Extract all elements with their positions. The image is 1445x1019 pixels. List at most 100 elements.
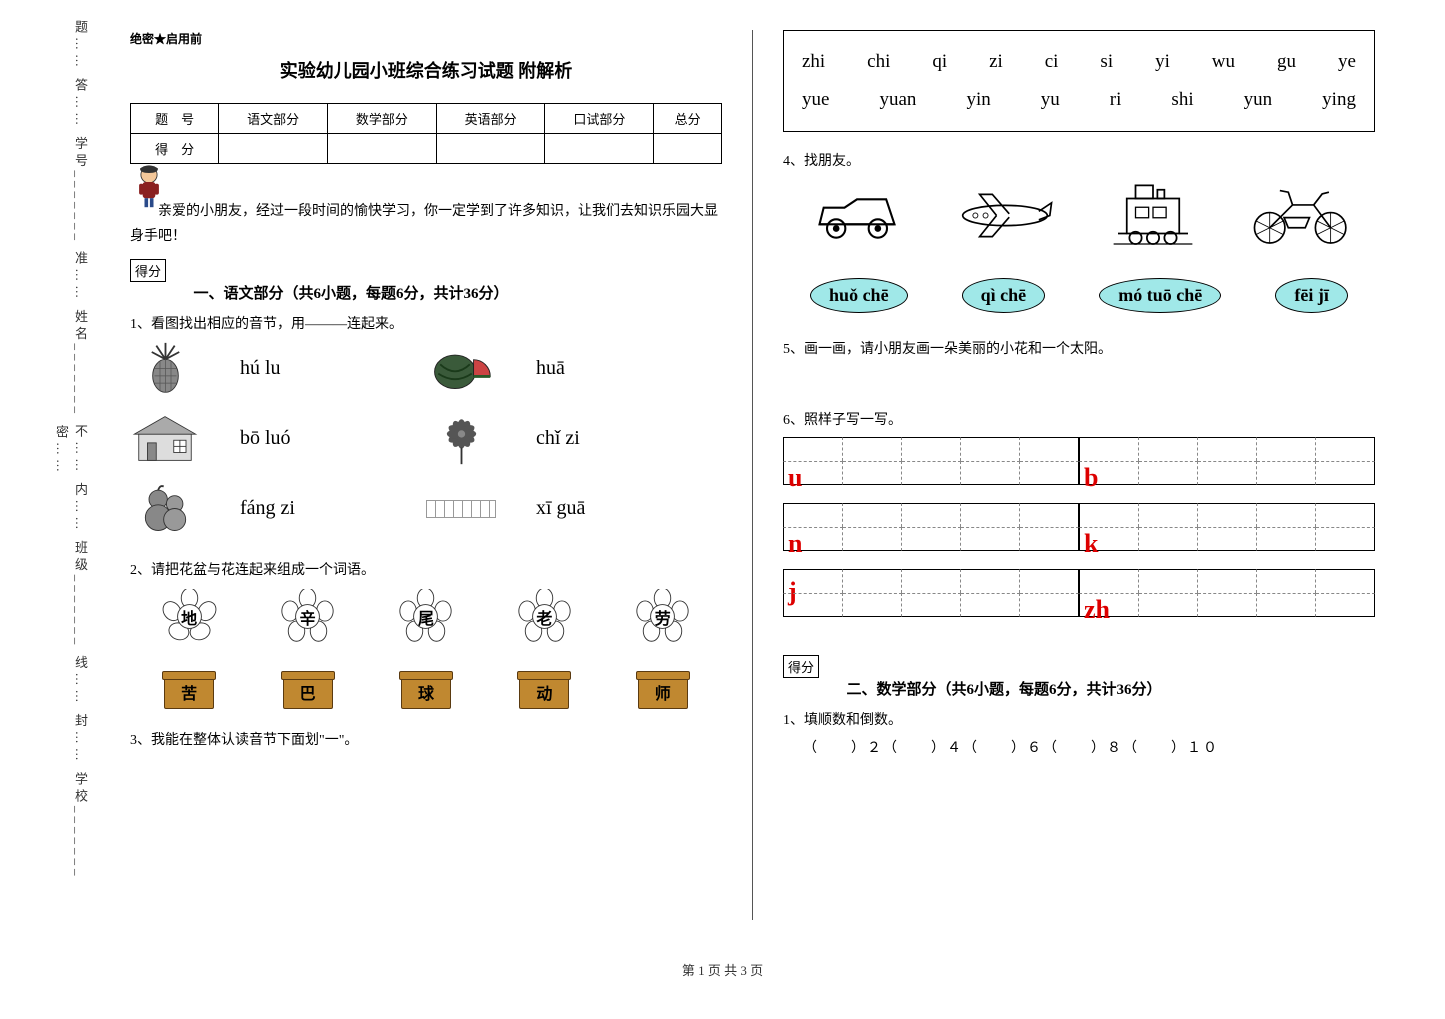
bind-id: 学号 bbox=[73, 137, 88, 171]
flower-char: 老 bbox=[536, 605, 552, 629]
cell bbox=[545, 134, 654, 164]
pinyin-item: yu bbox=[1041, 81, 1060, 119]
pot-item: 球 bbox=[401, 674, 451, 709]
page-body: 绝密★启用前 实验幼儿园小班综合练习试题 附解析 题 号 语文部分 数学部分 英… bbox=[0, 0, 1445, 920]
pinyin-label: fáng zi bbox=[240, 497, 295, 520]
match-grid: hú lu huā bō luó chǐ zi bbox=[130, 341, 722, 551]
pinyin-item: gu bbox=[1277, 43, 1296, 81]
pot-char: 师 bbox=[655, 680, 671, 704]
right-column: zhi chi qi zi ci si yi wu gu ye yue yuan… bbox=[753, 30, 1405, 920]
train-icon bbox=[1098, 178, 1208, 253]
flower-item: 劳 bbox=[635, 589, 690, 644]
cell: 语文部分 bbox=[219, 104, 328, 134]
pinyin-item: zi bbox=[989, 43, 1003, 81]
bind-xian: 线 bbox=[73, 656, 88, 673]
bind-ti: 题 bbox=[73, 20, 88, 37]
section-2-header: 得分 二、数学部分（共6小题，每题6分，共计36分） bbox=[783, 655, 1375, 699]
flower-char: 辛 bbox=[300, 605, 316, 629]
pinyin-item: ci bbox=[1045, 43, 1059, 81]
match-item: fáng zi bbox=[130, 481, 426, 536]
pinyin-label: xī guā bbox=[536, 497, 585, 520]
write-letter: k bbox=[1084, 536, 1098, 552]
match-item: chǐ zi bbox=[426, 411, 722, 466]
flower-char: 劳 bbox=[655, 605, 671, 629]
write-letter: b bbox=[1084, 470, 1098, 486]
cell bbox=[654, 134, 722, 164]
flower-item: 老 bbox=[517, 589, 572, 644]
page-footer: 第 1 页 共 3 页 bbox=[0, 960, 1445, 979]
vehicle-row bbox=[783, 178, 1375, 253]
cell bbox=[327, 134, 436, 164]
bind-school: 学校 bbox=[73, 772, 88, 806]
table-row: 题 号 语文部分 数学部分 英语部分 口试部分 总分 bbox=[131, 104, 722, 134]
flower-item: 尾 bbox=[398, 589, 453, 644]
oval-label: qì chē bbox=[962, 278, 1046, 313]
q2-text: 2、请把花盆与花连起来组成一个词语。 bbox=[130, 559, 722, 579]
bind-da: 答 bbox=[73, 79, 88, 96]
match-item: hú lu bbox=[130, 341, 426, 396]
motorcycle-icon bbox=[1246, 178, 1356, 253]
match-item: bō luó bbox=[130, 411, 426, 466]
ruler-icon bbox=[426, 481, 496, 536]
pinyin-item: si bbox=[1100, 43, 1113, 81]
pot-item: 苦 bbox=[164, 674, 214, 709]
pinyin-row: zhi chi qi zi ci si yi wu gu ye bbox=[802, 43, 1356, 81]
score-box: 得分 bbox=[130, 259, 166, 282]
flower-char: 尾 bbox=[418, 605, 434, 629]
write-letter: n bbox=[788, 536, 802, 552]
pinyin-item: wu bbox=[1212, 43, 1235, 81]
bind-name: 姓名 bbox=[73, 310, 88, 344]
cell: 总分 bbox=[654, 104, 722, 134]
section-2-title: 二、数学部分（共6小题，每题6分，共计36分） bbox=[847, 682, 1162, 698]
pot-char: 苦 bbox=[181, 680, 197, 704]
write-grid-2: nk bbox=[783, 503, 1375, 551]
pinyin-item: yi bbox=[1155, 43, 1170, 81]
pot-row: 苦 巴 球 动 师 bbox=[130, 674, 722, 709]
bind-seal: 密 bbox=[54, 425, 69, 442]
gourd-icon bbox=[130, 481, 200, 536]
bind-nei: 内 bbox=[73, 483, 88, 500]
table-row: 得 分 bbox=[131, 134, 722, 164]
cell: 题 号 bbox=[131, 104, 219, 134]
oval-label: mó tuō chē bbox=[1099, 278, 1221, 313]
pinyin-item: zhi bbox=[802, 43, 825, 81]
plane-icon bbox=[950, 178, 1060, 253]
q6-text: 6、照样子写一写。 bbox=[783, 409, 1375, 429]
pot-char: 球 bbox=[418, 680, 434, 704]
flower-row: 地 辛 尾 老 劳 bbox=[130, 589, 722, 644]
write-grid-1: ub bbox=[783, 437, 1375, 485]
bind-bu: 不 bbox=[73, 425, 88, 442]
pinyin-item: qi bbox=[932, 43, 947, 81]
score-table: 题 号 语文部分 数学部分 英语部分 口试部分 总分 得 分 bbox=[130, 103, 722, 164]
bind-feng: 封 bbox=[73, 714, 88, 731]
bind-zhun: 准 bbox=[73, 252, 88, 269]
q3-text: 3、我能在整体认读音节下面划"一"。 bbox=[130, 729, 722, 749]
pinyin-item: ye bbox=[1338, 43, 1356, 81]
m1-line: （ ）２（ ）４（ ）６（ ）８（ ）１０ bbox=[803, 737, 1375, 757]
exam-title: 实验幼儿园小班综合练习试题 附解析 bbox=[130, 57, 722, 83]
q5-text: 5、画一画，请小朋友画一朵美丽的小花和一个太阳。 bbox=[783, 338, 1375, 358]
score-box: 得分 bbox=[783, 655, 819, 678]
pinyin-box: zhi chi qi zi ci si yi wu gu ye yue yuan… bbox=[783, 30, 1375, 132]
left-column: 绝密★启用前 实验幼儿园小班综合练习试题 附解析 题 号 语文部分 数学部分 英… bbox=[100, 30, 753, 920]
section-1-title: 一、语文部分（共6小题，每题6分，共计36分） bbox=[194, 286, 509, 302]
pot-char: 动 bbox=[536, 680, 552, 704]
q1-text: 1、看图找出相应的音节，用———连起来。 bbox=[130, 313, 722, 333]
write-letter: u bbox=[788, 470, 802, 486]
cell: 得 分 bbox=[131, 134, 219, 164]
cell: 口试部分 bbox=[545, 104, 654, 134]
pinyin-label: chǐ zi bbox=[536, 427, 580, 450]
pinyin-item: ying bbox=[1322, 81, 1356, 119]
car-icon bbox=[802, 178, 912, 253]
confidential-label: 绝密★启用前 bbox=[130, 30, 722, 47]
write-grid-3: j zh bbox=[783, 569, 1375, 617]
q4-text: 4、找朋友。 bbox=[783, 150, 1375, 170]
flower-icon bbox=[426, 411, 496, 466]
pot-item: 巴 bbox=[283, 674, 333, 709]
cell bbox=[219, 134, 328, 164]
oval-row: huǒ chē qì chē mó tuō chē fēi jī bbox=[783, 278, 1375, 313]
pinyin-item: yin bbox=[966, 81, 990, 119]
oval-label: fēi jī bbox=[1275, 278, 1347, 313]
bind-class: 班级 bbox=[73, 541, 88, 575]
pinyin-row: yue yuan yin yu ri shi yun ying bbox=[802, 81, 1356, 119]
